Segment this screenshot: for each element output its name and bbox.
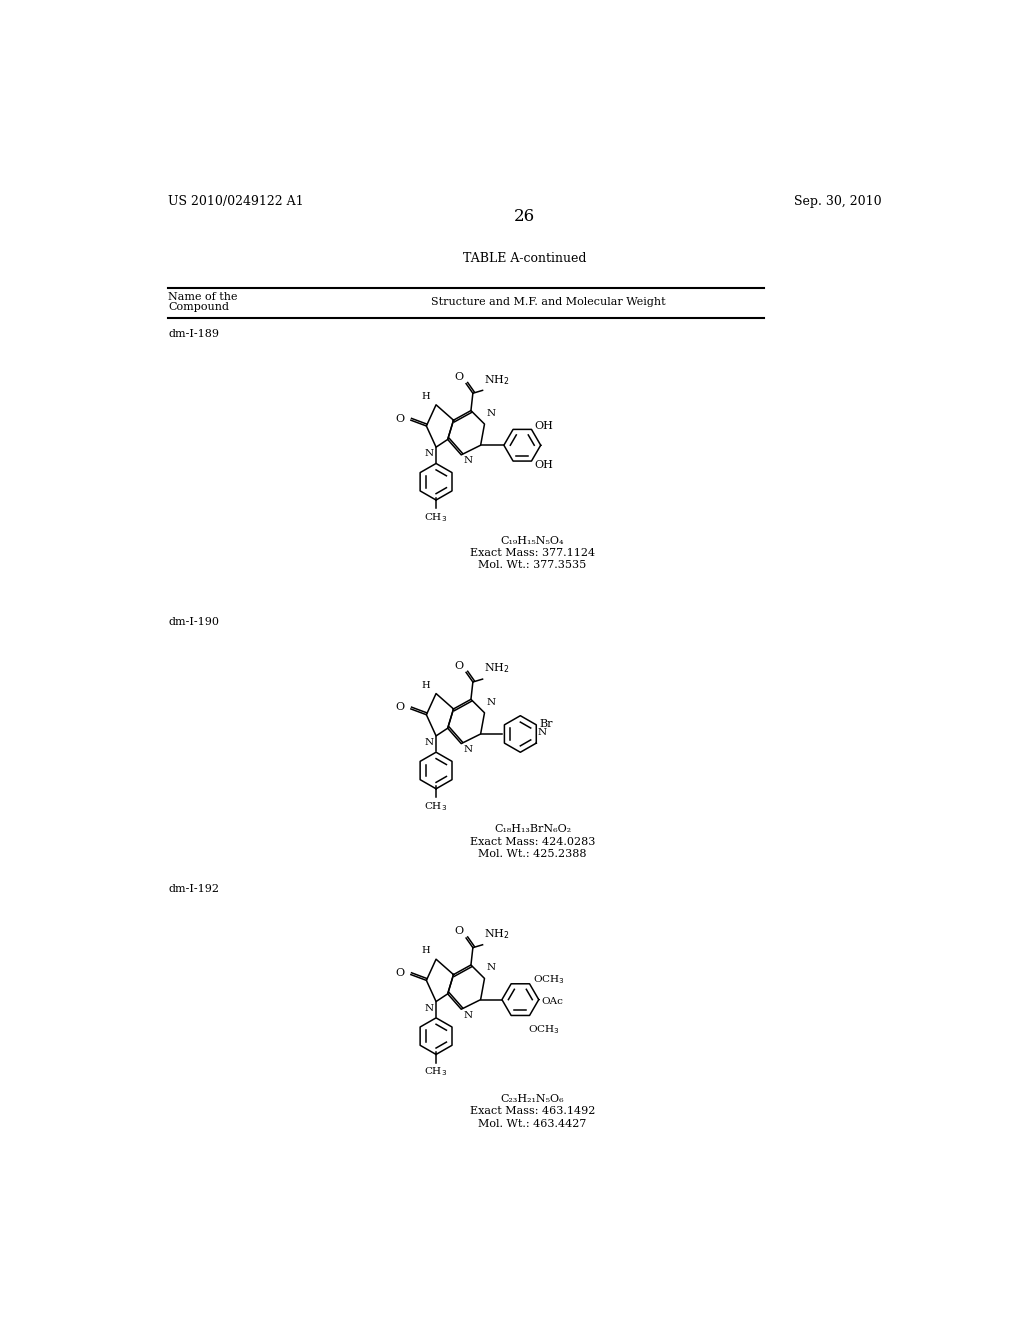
- Text: Mol. Wt.: 377.3535: Mol. Wt.: 377.3535: [478, 560, 587, 570]
- Text: NH$_2$: NH$_2$: [484, 661, 510, 676]
- Text: N: N: [425, 449, 434, 458]
- Text: O: O: [455, 372, 464, 381]
- Text: N: N: [464, 457, 473, 466]
- Text: Exact Mass: 463.1492: Exact Mass: 463.1492: [470, 1106, 595, 1117]
- Text: Exact Mass: 424.0283: Exact Mass: 424.0283: [470, 837, 595, 846]
- Text: OCH$_3$: OCH$_3$: [528, 1023, 560, 1036]
- Text: C₂₃H₂₁N₅O₆: C₂₃H₂₁N₅O₆: [501, 1094, 564, 1104]
- Text: dm-I-190: dm-I-190: [168, 616, 219, 627]
- Text: NH$_2$: NH$_2$: [484, 372, 510, 387]
- Text: N: N: [538, 727, 547, 737]
- Text: Structure and M.F. and Molecular Weight: Structure and M.F. and Molecular Weight: [431, 297, 666, 308]
- Text: N: N: [486, 409, 496, 418]
- Text: O: O: [395, 413, 404, 424]
- Text: OH: OH: [535, 421, 553, 430]
- Text: OCH$_3$: OCH$_3$: [532, 974, 564, 986]
- Text: O: O: [455, 927, 464, 936]
- Text: N: N: [486, 698, 496, 706]
- Text: O: O: [395, 702, 404, 713]
- Text: US 2010/0249122 A1: US 2010/0249122 A1: [168, 195, 304, 209]
- Text: Exact Mass: 377.1124: Exact Mass: 377.1124: [470, 548, 595, 558]
- Text: N: N: [464, 744, 473, 754]
- Text: C₁₈H₁₃BrN₆O₂: C₁₈H₁₃BrN₆O₂: [494, 825, 571, 834]
- Text: N: N: [425, 738, 434, 747]
- Text: N: N: [464, 1011, 473, 1020]
- Text: CH$_3$: CH$_3$: [425, 800, 447, 813]
- Text: Name of the: Name of the: [168, 293, 238, 302]
- Text: Mol. Wt.: 463.4427: Mol. Wt.: 463.4427: [478, 1118, 587, 1129]
- Text: dm-I-192: dm-I-192: [168, 884, 219, 894]
- Text: O: O: [395, 968, 404, 978]
- Text: 26: 26: [514, 209, 536, 226]
- Text: Br: Br: [540, 719, 553, 729]
- Text: Mol. Wt.: 425.2388: Mol. Wt.: 425.2388: [478, 849, 587, 859]
- Text: Sep. 30, 2010: Sep. 30, 2010: [794, 195, 882, 209]
- Text: OAc: OAc: [542, 998, 564, 1006]
- Text: dm-I-189: dm-I-189: [168, 330, 219, 339]
- Text: C₁₉H₁₅N₅O₄: C₁₉H₁₅N₅O₄: [501, 536, 564, 545]
- Text: N: N: [425, 1003, 434, 1012]
- Text: N: N: [486, 964, 496, 973]
- Text: H: H: [421, 392, 430, 401]
- Text: CH$_3$: CH$_3$: [425, 511, 447, 524]
- Text: Compound: Compound: [168, 302, 229, 313]
- Text: H: H: [421, 946, 430, 956]
- Text: H: H: [421, 681, 430, 689]
- Text: OH: OH: [535, 459, 553, 470]
- Text: TABLE A-continued: TABLE A-continued: [463, 252, 587, 265]
- Text: O: O: [455, 661, 464, 671]
- Text: NH$_2$: NH$_2$: [484, 927, 510, 941]
- Text: CH$_3$: CH$_3$: [425, 1065, 447, 1078]
